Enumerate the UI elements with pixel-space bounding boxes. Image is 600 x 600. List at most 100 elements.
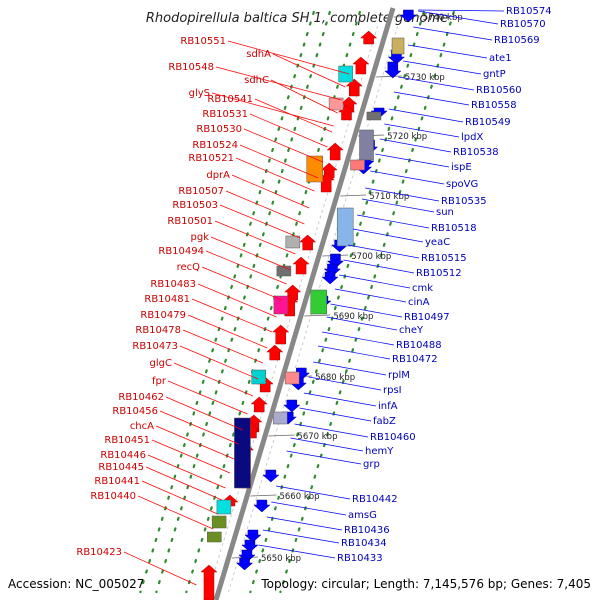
gene-label-grp: grp [363,459,380,470]
annotation-block-8 [216,499,232,515]
gene-label-rb10521: RB10521 [188,153,234,164]
reverse-gene-19 [241,539,259,553]
reverse-gene-17 [253,499,271,513]
annotation-block-18 [272,411,288,425]
gene-label-glgc: glgC [150,358,172,369]
leader-line [270,79,338,114]
leader-line [219,204,301,239]
gene-label-recq: recQ [177,262,201,273]
gene-label-rb10473: RB10473 [132,341,178,352]
leader-line [179,345,259,380]
gene-label-rb10497: RB10497 [404,312,450,323]
gene-label-rb10512: RB10512 [416,268,462,279]
leader-line [191,298,273,333]
track-guide-0 [139,10,315,594]
annotation-block-16 [310,289,327,315]
leader-line [201,266,282,301]
reverse-gene-20 [238,549,256,563]
forward-gene-5 [326,142,344,161]
gene-label-rb10479: RB10479 [140,310,186,321]
leader-line [210,236,291,271]
leader-line [334,288,407,303]
leader-line [173,362,254,397]
leader-line [197,283,277,318]
leader-line [322,331,395,346]
gene-label-rb10530: RB10530 [196,124,242,135]
gene-label-hemy: hemY [365,446,394,457]
leader-line [187,314,268,349]
gene-label-rb10456: RB10456 [112,406,158,417]
leader-line [418,9,505,12]
kbp-tick-label: 5720 kbp [387,132,427,142]
track-guide-3 [249,10,425,594]
annotation-block-10 [207,531,222,543]
topology-summary: Topology: circular; Length: 7,145,576 bp… [261,577,591,591]
gene-label-rb10541: RB10541 [207,94,253,105]
leader-line [357,214,430,229]
leader-line [348,244,420,259]
leader-line [272,53,346,88]
leader-line [326,316,398,331]
kbp-tick [250,494,277,497]
gene-label-fabz: fabZ [373,416,396,427]
reverse-gene-18 [244,529,262,543]
kbp-tick [304,314,331,317]
gene-label-rb10531: RB10531 [202,109,248,120]
leader-line [413,26,493,41]
leader-line [231,174,310,209]
track-guide-4 [279,10,455,594]
annotation-block-11 [391,37,405,55]
gene-label-rb10551: RB10551 [180,36,226,47]
leader-line [379,138,452,153]
leader-line [317,345,391,360]
forward-gene-20 [200,564,218,600]
gene-label-rb10494: RB10494 [158,246,204,257]
annotation-block-2 [306,155,323,183]
gene-label-rb10488: RB10488 [396,340,442,351]
accession-label: Accession: NC_005027 [8,577,145,591]
forward-gene-13 [266,344,284,361]
leader-line [313,361,387,376]
gene-label-chca: chcA [130,421,154,432]
annotation-block-14 [350,159,365,171]
kbp-tick [340,194,367,197]
reverse-gene-10 [321,271,339,285]
gene-label-rb10507: RB10507 [178,186,224,197]
gene-label-lpdx: lpdX [461,132,483,143]
leader-line [286,450,362,465]
leader-line [365,187,440,202]
leader-line [159,410,239,445]
annotation-block-0 [338,65,353,83]
leader-line [262,529,340,544]
leader-line [393,91,470,106]
annotation-block-13 [359,129,374,161]
forward-gene-0 [359,30,378,45]
leader-line [299,407,372,422]
reverse-gene-9 [323,263,342,277]
gene-label-rb10472: RB10472 [392,354,438,365]
gene-label-rb10451: RB10451 [104,435,150,446]
gene-label-infa: infA [378,401,398,412]
leader-line [167,380,248,415]
gene-label-ate1: ate1 [489,53,512,64]
leader-line [398,76,475,91]
leader-line [141,480,218,515]
gene-label-cina: cinA [408,297,430,308]
leader-line [151,439,231,474]
leader-line [147,454,226,489]
gene-label-rb10558: RB10558 [471,100,517,111]
leader-line [249,113,328,148]
leader-line [211,92,334,127]
leader-line [271,501,347,516]
gene-label-rb10548: RB10548 [168,62,214,73]
leader-line [361,198,435,213]
gene-label-rb10501: RB10501 [167,216,213,227]
leader-line [239,144,319,179]
gene-label-rb10441: RB10441 [94,476,140,487]
gene-label-rb10446: RB10446 [100,450,146,461]
kbp-tick-label: 5700 kbp [351,252,391,262]
forward-gene-12 [272,324,290,345]
gene-label-rb10445: RB10445 [98,462,144,473]
gene-label-rb10440: RB10440 [90,491,136,502]
